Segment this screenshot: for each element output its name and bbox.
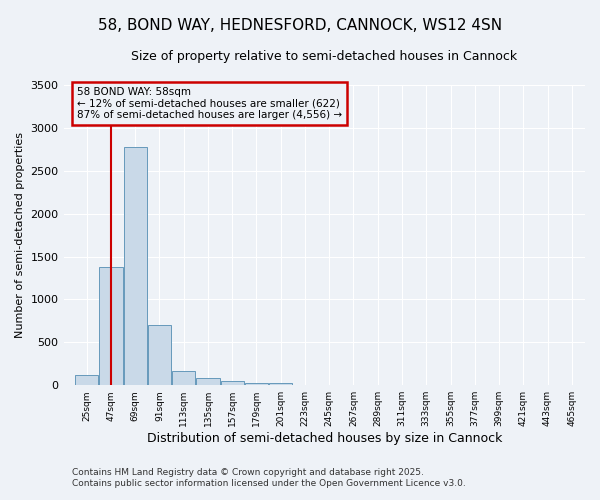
Bar [172, 372, 195, 385]
Bar [75, 375, 98, 385]
Bar [269, 382, 292, 385]
Y-axis label: Number of semi-detached properties: Number of semi-detached properties [15, 132, 25, 338]
Title: Size of property relative to semi-detached houses in Cannock: Size of property relative to semi-detach… [131, 50, 517, 63]
Text: 58, BOND WAY, HEDNESFORD, CANNOCK, WS12 4SN: 58, BOND WAY, HEDNESFORD, CANNOCK, WS12 … [98, 18, 502, 32]
X-axis label: Distribution of semi-detached houses by size in Cannock: Distribution of semi-detached houses by … [146, 432, 502, 445]
Text: Contains HM Land Registry data © Crown copyright and database right 2025.
Contai: Contains HM Land Registry data © Crown c… [72, 468, 466, 487]
Bar [148, 325, 171, 385]
Bar [100, 267, 122, 385]
Bar [196, 378, 220, 385]
Text: 58 BOND WAY: 58sqm
← 12% of semi-detached houses are smaller (622)
87% of semi-d: 58 BOND WAY: 58sqm ← 12% of semi-detache… [77, 86, 342, 120]
Bar [221, 381, 244, 385]
Bar [124, 147, 147, 385]
Bar [245, 382, 268, 385]
